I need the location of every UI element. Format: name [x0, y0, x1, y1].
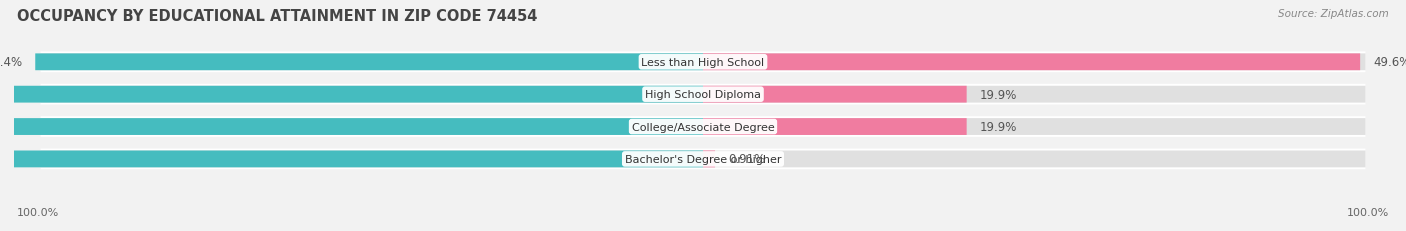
Text: 0.91%: 0.91%	[728, 153, 765, 166]
FancyBboxPatch shape	[703, 151, 716, 168]
Text: 49.6%: 49.6%	[1374, 56, 1406, 69]
FancyBboxPatch shape	[41, 151, 1365, 168]
FancyBboxPatch shape	[0, 86, 703, 103]
FancyBboxPatch shape	[41, 52, 1365, 73]
Text: 19.9%: 19.9%	[980, 88, 1018, 101]
Text: 19.9%: 19.9%	[980, 121, 1018, 134]
FancyBboxPatch shape	[0, 151, 703, 168]
Text: 100.0%: 100.0%	[1347, 207, 1389, 217]
FancyBboxPatch shape	[41, 86, 1365, 103]
Text: Source: ZipAtlas.com: Source: ZipAtlas.com	[1278, 9, 1389, 19]
FancyBboxPatch shape	[703, 86, 967, 103]
FancyBboxPatch shape	[41, 117, 1365, 137]
Text: Less than High School: Less than High School	[641, 58, 765, 67]
Text: High School Diploma: High School Diploma	[645, 90, 761, 100]
Text: College/Associate Degree: College/Associate Degree	[631, 122, 775, 132]
FancyBboxPatch shape	[0, 119, 703, 135]
FancyBboxPatch shape	[703, 54, 1360, 71]
Text: 50.4%: 50.4%	[0, 56, 22, 69]
Text: Bachelor's Degree or higher: Bachelor's Degree or higher	[624, 154, 782, 164]
FancyBboxPatch shape	[35, 54, 703, 71]
FancyBboxPatch shape	[41, 149, 1365, 170]
FancyBboxPatch shape	[41, 85, 1365, 105]
Text: 100.0%: 100.0%	[17, 207, 59, 217]
Legend: Owner-occupied, Renter-occupied: Owner-occupied, Renter-occupied	[572, 228, 834, 231]
Text: OCCUPANCY BY EDUCATIONAL ATTAINMENT IN ZIP CODE 74454: OCCUPANCY BY EDUCATIONAL ATTAINMENT IN Z…	[17, 9, 537, 24]
FancyBboxPatch shape	[703, 119, 967, 135]
FancyBboxPatch shape	[41, 119, 1365, 135]
FancyBboxPatch shape	[41, 54, 1365, 71]
